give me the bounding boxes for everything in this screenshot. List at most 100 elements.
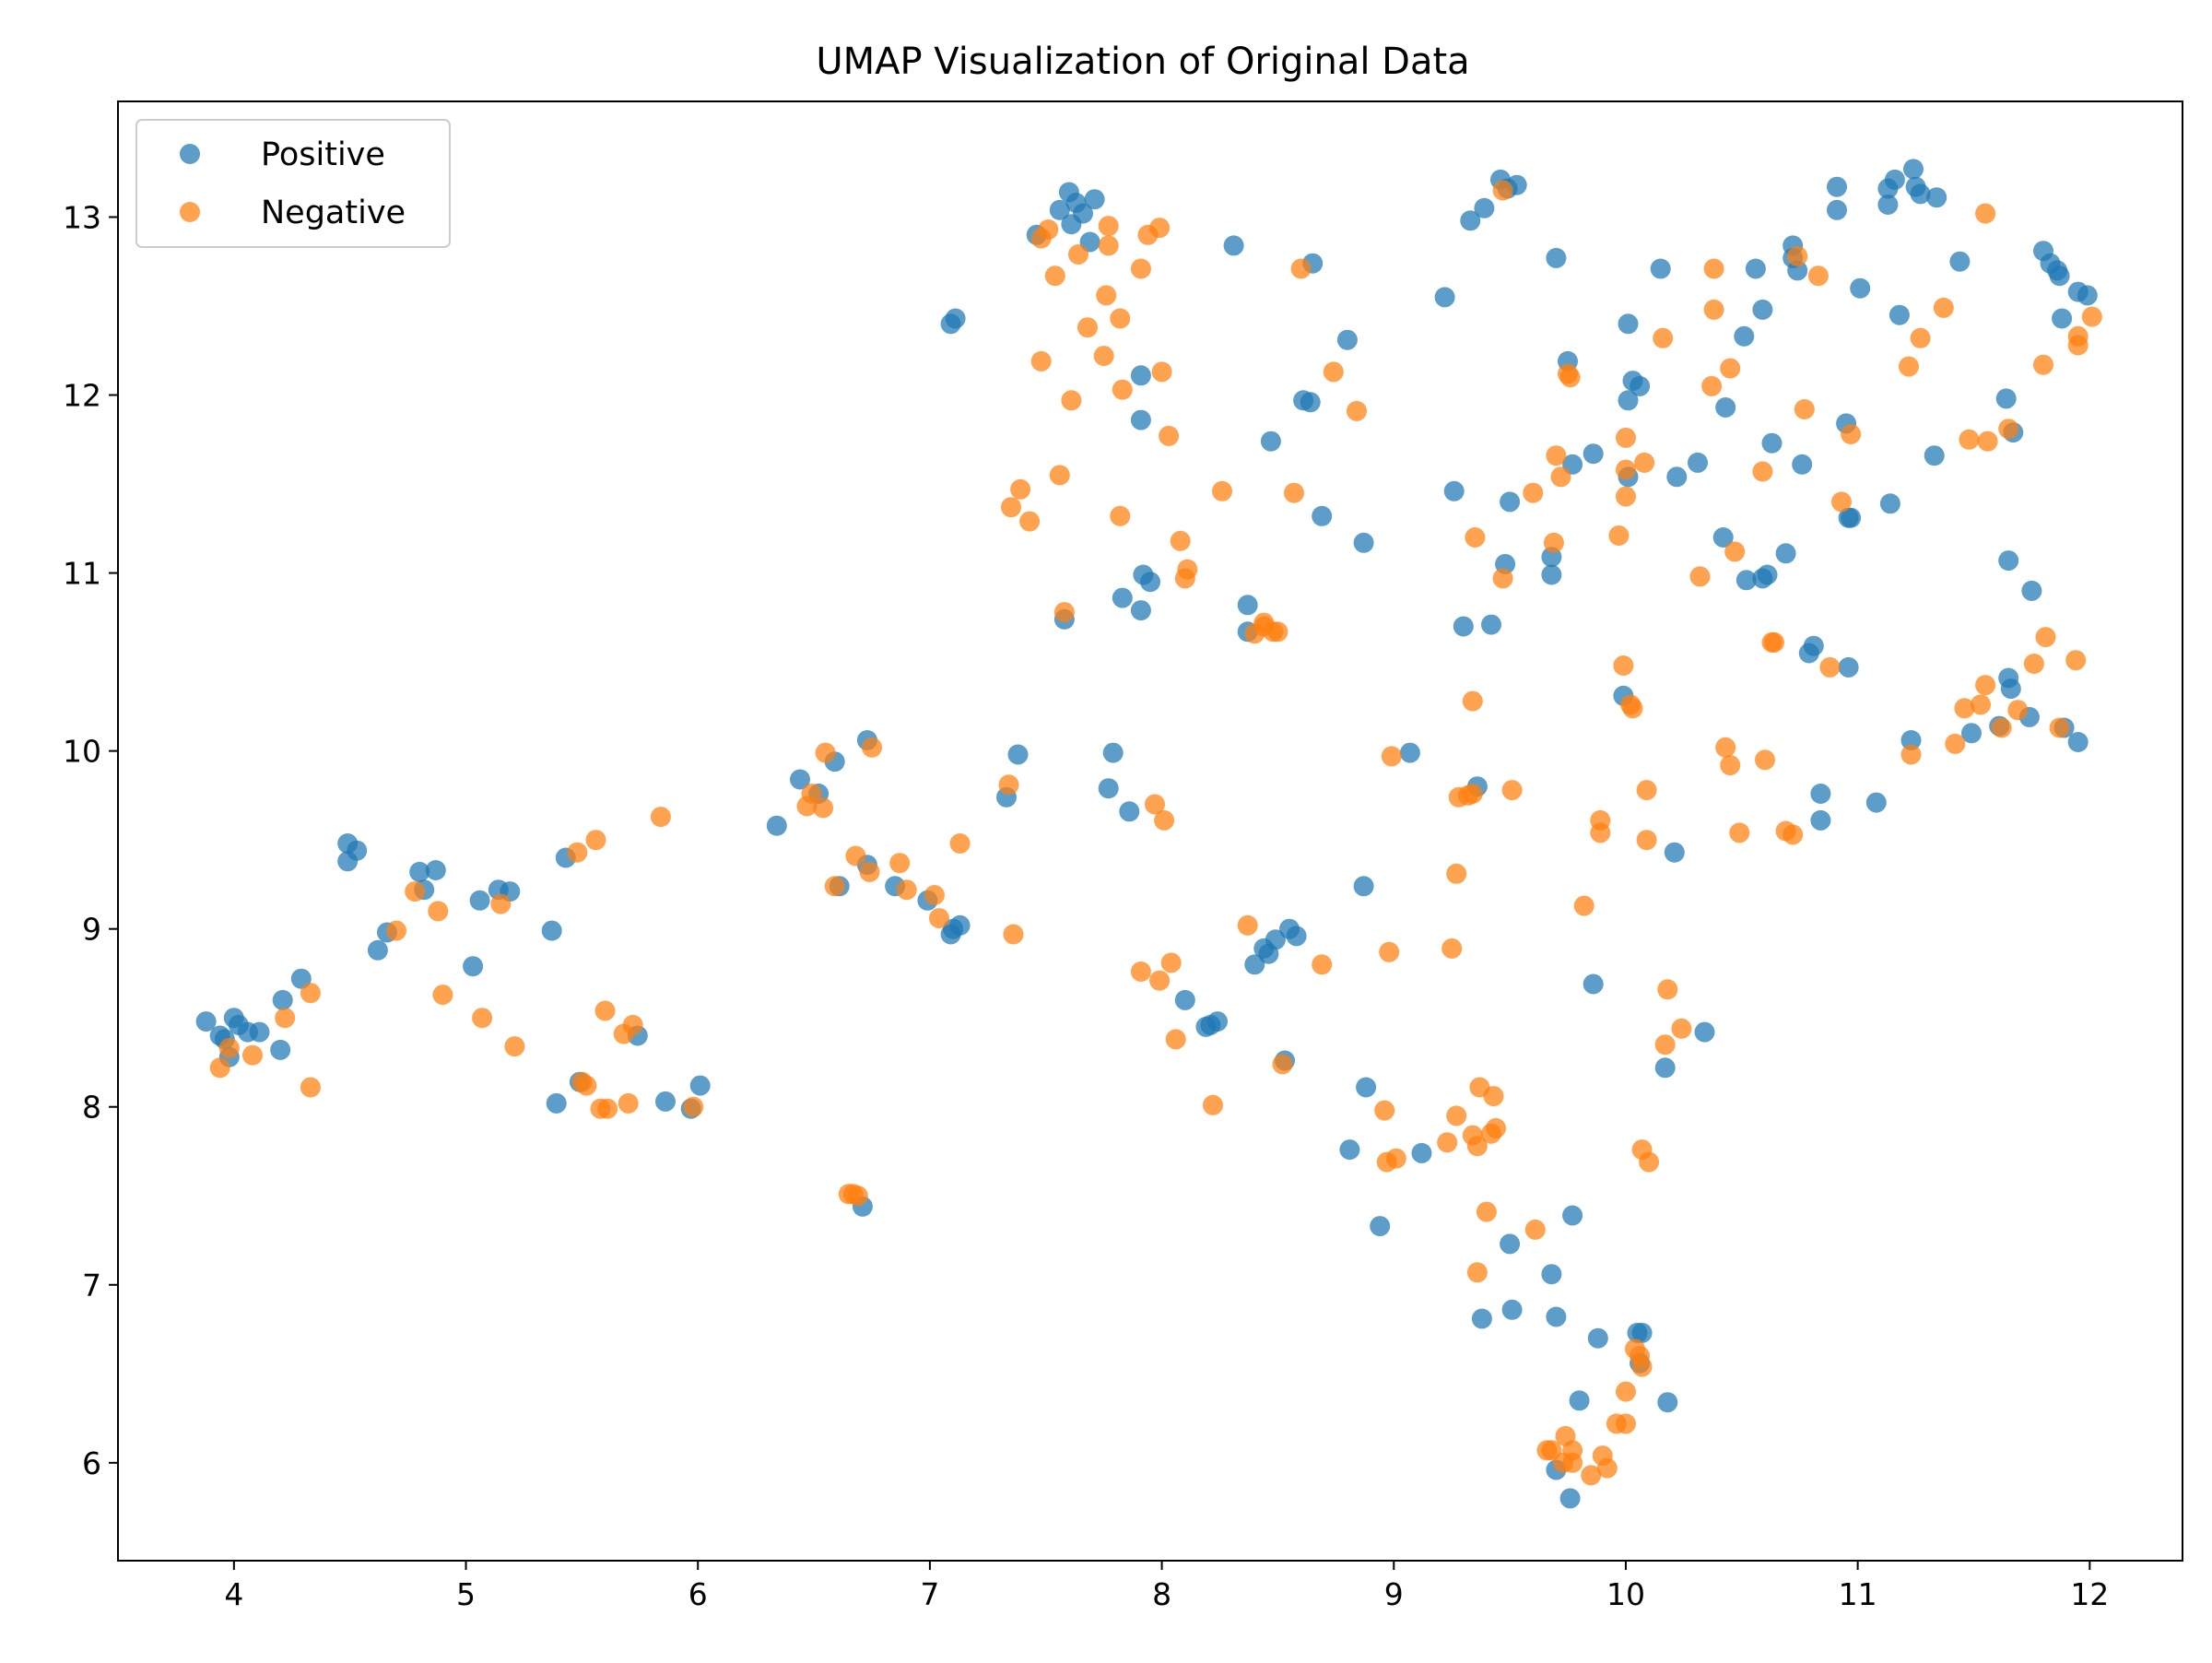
data-point [1712,527,1734,548]
data-point [1701,375,1723,396]
data-point [1764,631,1784,653]
data-point [1323,361,1344,383]
data-point [1110,505,1131,526]
data-point [1481,614,1501,635]
data-point [1977,430,1998,452]
data-point [1827,176,1847,197]
data-point [1347,400,1367,421]
data-point [1949,251,1971,272]
data-point [1140,572,1160,593]
data-point [1559,367,1581,388]
data-point [1975,203,1996,224]
data-point [1044,265,1065,287]
data-point [1260,430,1281,452]
data-point [463,956,484,977]
data-point [1453,616,1474,637]
data-point [2000,678,2021,700]
data-point [2081,306,2102,327]
y-tick-label: 11 [63,556,101,592]
data-point [1546,1306,1567,1327]
data-point [1149,970,1171,991]
data-point [1130,365,1151,386]
data-point [1775,543,1796,564]
data-point [1995,388,2017,409]
data-point [1541,564,1562,585]
data-point [425,860,446,880]
data-point [847,1185,868,1207]
data-point [218,1038,240,1058]
y-tick-label: 7 [82,1268,101,1303]
data-point [1543,532,1564,553]
data-point [367,939,388,961]
data-point [1631,1322,1653,1343]
data-point [1112,379,1133,400]
data-point [1098,778,1119,799]
data-point [1149,218,1171,239]
data-point [2021,580,2042,601]
data-point [300,1077,321,1098]
data-point [1787,260,1808,281]
data-point [1098,235,1119,256]
data-point [1583,973,1604,995]
data-point [347,840,368,861]
data-point [845,845,866,867]
data-point [1474,197,1495,218]
data-point [1130,600,1151,621]
data-point [1900,744,1922,765]
data-point [1810,809,1831,831]
data-point [1492,180,1513,201]
y-tick-label: 12 [63,378,101,414]
data-point [1884,169,1905,190]
data-point [270,1039,291,1060]
data-point [1630,375,1651,396]
data-point [1720,358,1741,379]
data-point [1715,737,1736,758]
data-point [546,1092,567,1114]
series-negative [209,180,2102,1486]
data-point [1411,1142,1432,1163]
data-point [242,1044,263,1066]
data-point [1961,723,1982,744]
data-point [618,1092,639,1114]
data-point [1991,717,2012,738]
data-point [1441,938,1463,959]
data-point [290,968,312,989]
data-point [1130,961,1151,982]
data-point [1924,445,1945,466]
data-point [1724,541,1746,562]
data-point [1300,392,1321,413]
data-point [1170,530,1191,551]
data-point [597,1098,618,1119]
data-point [1631,1356,1653,1377]
legend-marker-negative [180,202,200,222]
data-point [1639,1151,1660,1173]
data-point [1794,399,1815,419]
data-point [1689,566,1711,587]
data-point [1616,427,1636,448]
data-point [1734,325,1755,347]
data-point [815,742,836,763]
data-point [1049,465,1070,486]
data-point [1068,244,1088,265]
data-point [1998,419,2019,440]
data-point [1888,304,1910,325]
data-point [1720,755,1741,776]
data-point [1312,954,1333,975]
data-point [1650,258,1671,279]
data-point [1573,895,1594,916]
x-tick-label: 10 [1606,1576,1645,1612]
data-point [1265,929,1286,950]
data-point [1524,1219,1546,1240]
data-point [1462,784,1483,804]
data-point [1703,299,1724,320]
data-point [1616,486,1636,507]
data-point [1613,655,1634,676]
data-point [1339,1139,1360,1161]
data-point [1356,1077,1377,1098]
data-point [1745,258,1766,279]
data-point [1476,1201,1497,1222]
x-tick-label: 4 [224,1576,243,1612]
data-point [2077,285,2098,306]
data-point [1877,195,1899,215]
